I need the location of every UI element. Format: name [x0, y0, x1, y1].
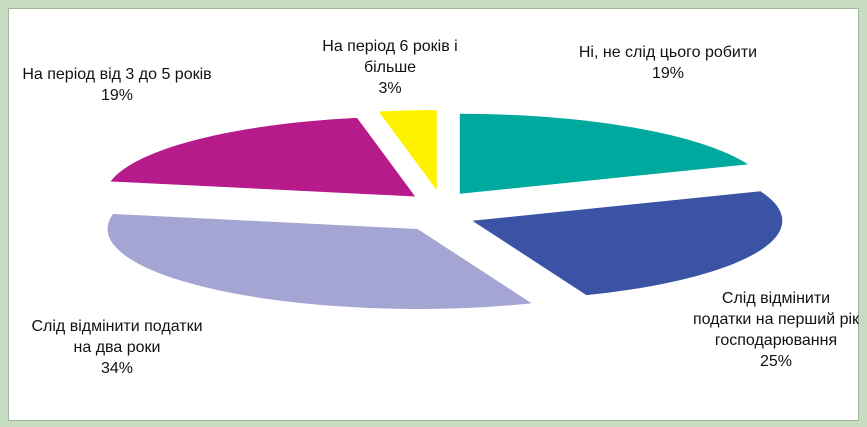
value-label: 19% [651, 65, 685, 82]
category-label: На період від 3 до 5 років [22, 66, 212, 83]
category-label: Ні, не слід цього робити [578, 44, 758, 61]
slice-label: Ні, не слід цього робити 19% [573, 42, 763, 84]
value-label: 34% [100, 360, 134, 377]
value-label: 19% [100, 87, 134, 104]
slice-label: Слід відмінити податки на два роки 34% [22, 316, 212, 379]
value-label: 25% [759, 353, 793, 370]
slice-label: На період 6 років і більше 3% [295, 36, 485, 99]
value-label: 3% [378, 80, 402, 97]
category-label: Слід відмінити податки на перший рік гос… [692, 290, 860, 349]
pie-slice [472, 191, 783, 296]
pie-slice [110, 117, 416, 197]
pie-slice [378, 110, 437, 191]
slice-label: На період від 3 до 5 років 19% [17, 64, 217, 106]
pie-slice [107, 213, 532, 309]
category-label: На період 6 років і більше [322, 38, 458, 76]
pie-slice [459, 113, 749, 194]
category-label: Слід відмінити податки на два роки [31, 318, 203, 356]
slice-label: Слід відмінити податки на перший рік гос… [691, 288, 861, 372]
